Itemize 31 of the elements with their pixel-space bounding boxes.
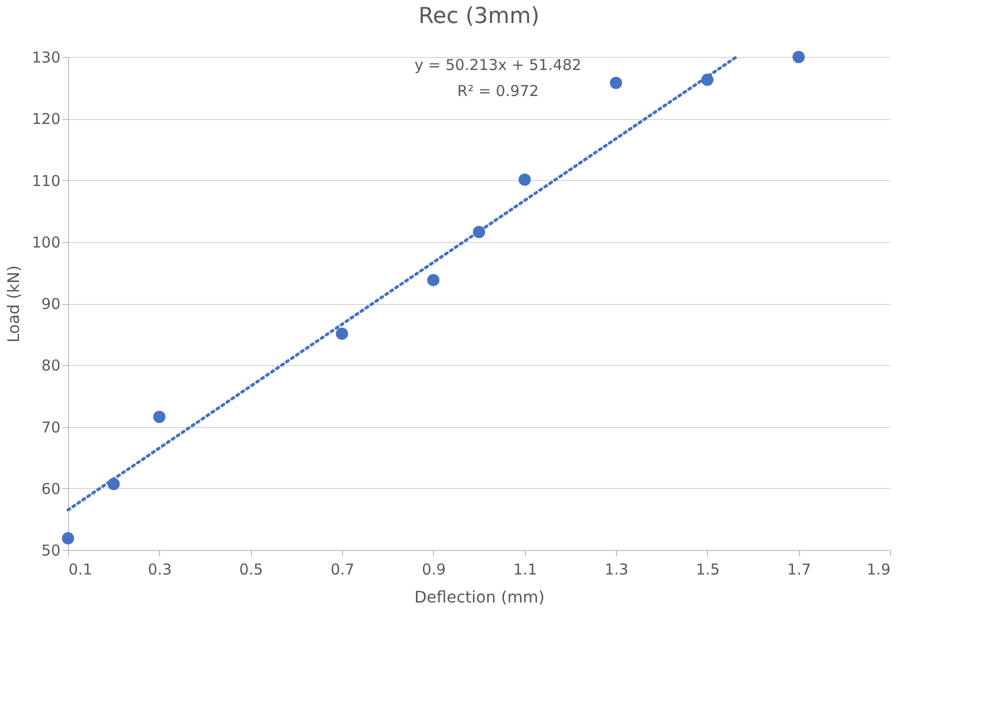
- y-tick-label: 100: [32, 233, 60, 252]
- point: [153, 410, 166, 423]
- x-tick-label: 1.5: [696, 560, 720, 578]
- y-tick-label: 50: [41, 542, 60, 560]
- y-tick-label: 120: [32, 110, 60, 128]
- y-tick-label: 80: [41, 356, 60, 375]
- x-tick-label: 0.9: [422, 560, 446, 578]
- y-tick-label: 110: [32, 172, 60, 190]
- chart-title: Rec (3mm): [418, 4, 540, 29]
- point: [792, 50, 805, 64]
- x-tick-label: 0.7: [330, 560, 354, 578]
- y-tick-label: 60: [41, 480, 60, 498]
- y-tick-label: 130: [32, 48, 60, 66]
- x-axis-title: Deflection (mm): [414, 588, 545, 606]
- point: [610, 76, 622, 89]
- point: [62, 532, 74, 544]
- point: [518, 174, 531, 186]
- x-tick-label: 0.3: [148, 560, 172, 578]
- y-axis-title: Load (kN): [4, 265, 23, 343]
- y-tick-label: 90: [41, 295, 60, 313]
- x-tick-label: 1.3: [604, 560, 628, 578]
- x-tick-label: 1.1: [513, 560, 538, 578]
- x-tick-label: 0.1: [68, 560, 92, 578]
- annotation: R² = 0.972: [457, 82, 539, 100]
- annotation: y = 50.213x + 51.482: [414, 56, 582, 74]
- point: [336, 328, 348, 340]
- x-tick-label: 1.9: [866, 560, 890, 578]
- x-tick-label: 0.5: [239, 560, 264, 578]
- point: [427, 274, 440, 286]
- y-tick-label: 70: [41, 418, 60, 436]
- x-tick-label: 1.7: [787, 560, 812, 578]
